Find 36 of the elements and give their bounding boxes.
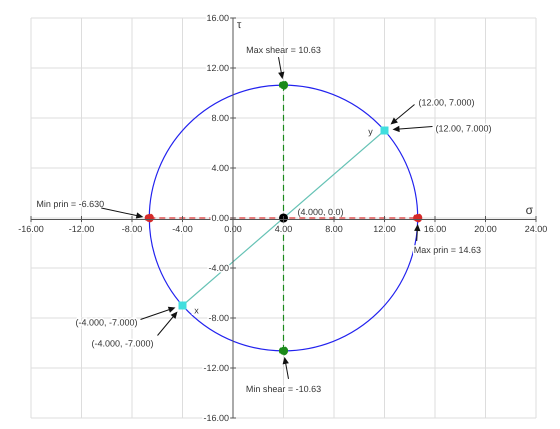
x-tick-label: -16.00: [18, 224, 44, 234]
y-tick-label: 4.00: [211, 163, 229, 173]
point: [178, 302, 186, 310]
point: [144, 213, 154, 223]
y-tick-label: -16.00: [203, 413, 229, 423]
y-tick-label: 16.00: [206, 13, 229, 23]
annotation: (12.00, 7.000): [418, 98, 475, 108]
y-tick-label: -8.00: [208, 313, 229, 323]
x-tick-label: 12.00: [373, 224, 396, 234]
point: [278, 346, 288, 356]
point: [413, 213, 422, 223]
annotation: Min shear = -10.63: [246, 384, 322, 394]
y-tick-label: 8.00: [211, 113, 229, 123]
annotation: Max shear = 10.63: [246, 45, 321, 56]
point: [380, 126, 388, 134]
x-tick-label: 16.00: [424, 224, 446, 234]
y-tick-label: -12.00: [203, 363, 229, 373]
annotation: (-4.000, -7.000): [91, 338, 154, 348]
annotation: (4.000, 0.0): [298, 207, 344, 217]
annotation: (-4.000, -7.000): [75, 318, 138, 328]
x-tick-label: 20.00: [474, 224, 497, 234]
x-tick-label: -8.00: [122, 224, 142, 234]
annotation: (12.00, 7.000): [436, 124, 492, 134]
x-tick-label: -4.00: [172, 224, 193, 234]
y-axis-title: τ: [237, 19, 242, 31]
y-tick-label: 12.00: [206, 63, 229, 73]
point: [278, 80, 288, 90]
annotation: y: [368, 126, 374, 136]
x-axis-title: σ: [526, 203, 534, 217]
x-tick-label: 4.00: [274, 224, 292, 234]
x-tick-label: -12.00: [68, 224, 94, 234]
annotation: x: [194, 306, 200, 316]
annotation: Max prin = 14.63: [414, 245, 481, 255]
annotation: Min prin = -6.630: [36, 199, 104, 209]
x-tick-label: 24.00: [524, 224, 548, 234]
x-tick-label: 8.00: [325, 224, 343, 234]
